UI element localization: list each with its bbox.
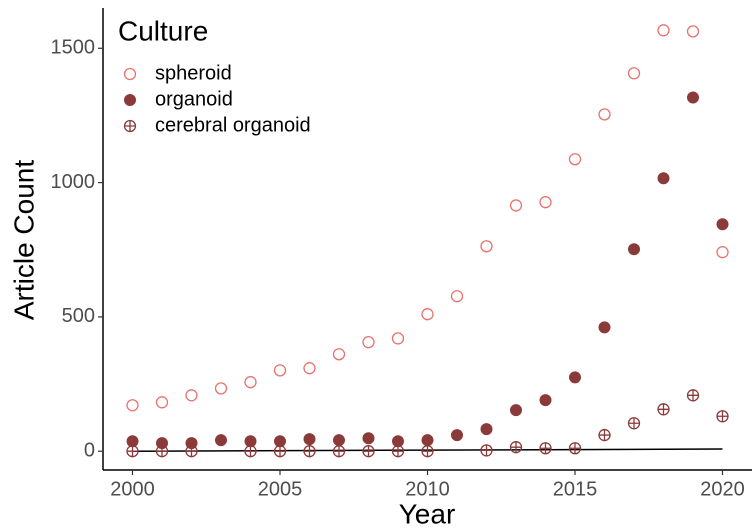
point xyxy=(598,429,611,442)
point xyxy=(273,364,287,377)
point xyxy=(568,442,582,455)
point xyxy=(391,445,405,458)
point xyxy=(126,399,139,412)
point xyxy=(155,445,169,458)
x-tick-label: 2015 xyxy=(553,478,598,500)
point xyxy=(598,321,611,334)
point xyxy=(303,433,316,446)
x-tick-label: 2000 xyxy=(110,478,155,500)
y-axis-title: Article Count xyxy=(8,160,39,321)
y-tick-label: 1000 xyxy=(51,171,96,193)
point xyxy=(509,199,523,212)
legend-label: organoid xyxy=(155,88,233,110)
point xyxy=(332,445,346,458)
legend-symbol xyxy=(124,94,136,106)
point xyxy=(686,25,700,38)
point xyxy=(716,410,729,423)
point xyxy=(716,246,729,259)
point xyxy=(362,335,375,349)
point xyxy=(303,362,316,375)
y-tick-label: 500 xyxy=(62,305,95,327)
point xyxy=(509,441,523,454)
point xyxy=(480,240,493,253)
point xyxy=(451,429,463,442)
point xyxy=(450,290,464,303)
point xyxy=(687,91,699,104)
point xyxy=(539,196,552,209)
point xyxy=(657,172,670,185)
legend-symbol xyxy=(123,119,137,133)
legend-label: spheroid xyxy=(155,62,232,84)
point xyxy=(421,445,434,458)
point xyxy=(273,445,287,458)
point xyxy=(657,24,670,37)
point xyxy=(686,389,700,402)
point xyxy=(480,423,493,436)
point xyxy=(214,382,228,395)
point xyxy=(598,108,611,121)
point xyxy=(539,442,552,455)
point xyxy=(716,218,729,231)
point xyxy=(480,444,493,457)
point xyxy=(568,153,582,166)
point xyxy=(303,445,316,458)
point xyxy=(627,67,641,80)
point xyxy=(510,404,522,417)
point xyxy=(362,445,375,458)
point xyxy=(155,396,169,409)
point xyxy=(244,376,257,389)
point xyxy=(332,348,346,361)
x-tick-label: 2005 xyxy=(258,478,303,500)
y-tick-label: 0 xyxy=(84,439,95,461)
legend-label: cerebral organoid xyxy=(155,114,311,136)
point xyxy=(421,434,434,447)
legend-symbol xyxy=(123,67,137,81)
point xyxy=(628,243,640,256)
point xyxy=(215,434,227,447)
point xyxy=(244,445,257,458)
point xyxy=(421,308,434,321)
point xyxy=(657,403,670,416)
point xyxy=(569,371,581,384)
point xyxy=(627,417,641,430)
x-tick-label: 2020 xyxy=(700,478,745,500)
legend-title: Culture xyxy=(118,15,208,46)
y-tick-label: 1500 xyxy=(51,37,96,59)
point xyxy=(185,445,198,458)
point xyxy=(391,332,405,345)
x-tick-label: 2010 xyxy=(405,478,450,500)
x-axis-title: Year xyxy=(399,498,456,528)
point xyxy=(126,445,139,458)
point xyxy=(333,434,345,447)
point xyxy=(185,389,198,402)
point xyxy=(539,394,552,407)
point xyxy=(362,432,375,445)
